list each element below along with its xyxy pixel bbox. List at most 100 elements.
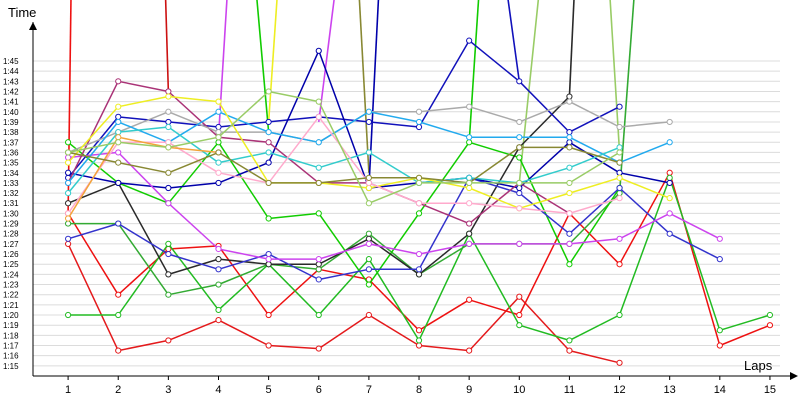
data-point — [165, 250, 172, 258]
data-point — [516, 293, 523, 300]
data-point — [315, 345, 322, 352]
data-point — [616, 235, 623, 242]
data-point — [666, 174, 673, 181]
data-point — [566, 230, 573, 237]
data-point — [616, 184, 623, 192]
data-point — [215, 256, 222, 263]
data-point — [415, 123, 423, 131]
data-point — [766, 311, 774, 319]
data-point — [466, 230, 473, 237]
data-point — [666, 118, 673, 126]
data-point — [215, 306, 222, 314]
y-tick-label: 1:35 — [3, 159, 19, 168]
y-tick-label: 1:34 — [3, 169, 19, 178]
data-point — [365, 174, 372, 181]
series-spike — [164, 0, 170, 92]
y-tick-label: 1:44 — [3, 67, 19, 76]
y-tick-label: 1:23 — [3, 281, 19, 290]
data-point — [566, 134, 573, 141]
data-point — [666, 179, 673, 187]
y-tick-label: 1:45 — [3, 57, 19, 66]
data-point — [365, 149, 372, 156]
data-point — [315, 266, 322, 273]
x-tick-label: 4 — [215, 384, 221, 396]
data-point — [566, 210, 573, 217]
data-point — [315, 311, 322, 319]
data-point — [616, 144, 623, 151]
data-point — [566, 164, 573, 171]
data-point — [64, 311, 72, 319]
series-spike — [358, 0, 370, 173]
y-tick-label: 1:16 — [3, 352, 19, 361]
data-point — [716, 327, 723, 334]
x-tick-label: 7 — [366, 384, 372, 396]
data-point — [215, 98, 222, 105]
data-point — [666, 230, 673, 237]
data-point — [365, 179, 372, 187]
data-point — [566, 189, 573, 197]
data-point — [365, 240, 372, 247]
series-line — [67, 177, 721, 281]
data-point — [466, 103, 473, 110]
x-axis-title: Laps — [744, 358, 773, 373]
data-point — [466, 37, 473, 44]
data-point — [115, 134, 122, 141]
data-point — [716, 235, 723, 242]
data-point — [215, 129, 222, 136]
y-tick-label: 1:42 — [3, 87, 19, 96]
data-point — [516, 78, 523, 85]
series-line — [67, 146, 620, 184]
data-point — [566, 139, 573, 146]
data-point — [516, 154, 523, 161]
tick-labels: 1:151:161:17 1:181:191:201:211:221:23 1:24… — [3, 57, 776, 396]
x-tick-label: 13 — [664, 384, 676, 396]
y-tick-label: 1:26 — [3, 250, 19, 259]
series-spike — [267, 0, 278, 123]
data-point — [165, 240, 172, 247]
x-tick-label: 2 — [115, 384, 121, 396]
y-tick-label: 1:15 — [3, 362, 19, 371]
data-point — [64, 154, 72, 161]
series-spike — [368, 0, 380, 189]
data-point — [566, 240, 573, 247]
data-point — [616, 103, 623, 110]
data-point — [215, 169, 222, 176]
data-point — [215, 159, 222, 166]
data-point — [365, 281, 372, 288]
y-tick-label: 1:24 — [3, 270, 19, 279]
y-tick-label: 1:31 — [3, 199, 19, 208]
series-14 — [64, 123, 623, 197]
series-16 — [64, 113, 623, 217]
data-point — [466, 296, 473, 303]
y-tick-label: 1:39 — [3, 118, 19, 127]
data-point — [215, 134, 222, 141]
data-point — [64, 139, 72, 146]
series-line — [67, 126, 620, 194]
y-axis-arrow-icon — [29, 22, 37, 30]
data-point — [215, 317, 222, 324]
y-tick-label: 1:17 — [3, 342, 19, 351]
data-point — [64, 235, 72, 242]
series-line — [67, 141, 621, 286]
data-point — [215, 245, 222, 253]
data-point — [315, 47, 322, 54]
data-point — [265, 149, 272, 156]
data-point — [165, 200, 172, 207]
data-point — [516, 184, 523, 192]
data-point — [516, 205, 523, 212]
series-spike — [317, 0, 335, 123]
data-point — [64, 189, 72, 197]
data-point — [115, 220, 122, 227]
x-tick-label: 10 — [513, 384, 525, 396]
data-point — [64, 240, 72, 247]
x-tick-label: 8 — [416, 384, 422, 396]
series-spike — [568, 0, 575, 97]
data-point — [365, 266, 372, 273]
data-point — [415, 210, 423, 217]
data-point — [466, 347, 473, 354]
data-point — [115, 159, 122, 166]
series-8 — [64, 37, 623, 181]
data-point — [566, 144, 573, 151]
data-point — [415, 200, 423, 207]
